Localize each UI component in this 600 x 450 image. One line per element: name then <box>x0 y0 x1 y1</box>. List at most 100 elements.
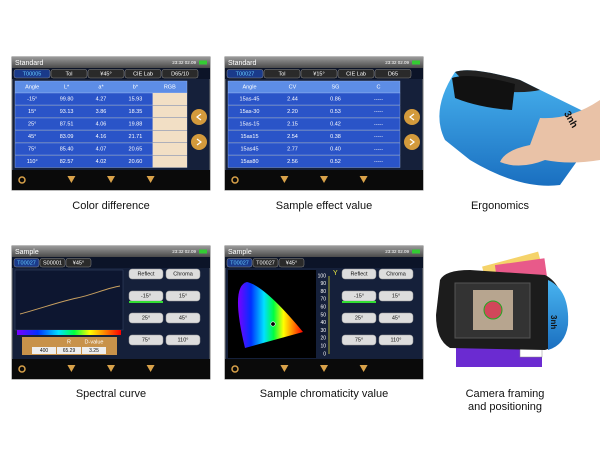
angle-button[interactable] <box>165 290 201 302</box>
angle-button[interactable] <box>165 268 201 280</box>
table-cell: 0.86 <box>330 96 341 102</box>
angle-button[interactable] <box>378 334 414 346</box>
scroll-icon <box>409 113 415 121</box>
table-cell: -15° <box>27 96 37 102</box>
readout-value: 400 <box>40 348 49 354</box>
table-cell: ----- <box>374 96 383 102</box>
button-label: 25° <box>355 315 363 321</box>
angle-button[interactable] <box>378 268 414 280</box>
screen-title: Sample <box>228 249 252 256</box>
tab[interactable] <box>226 258 253 268</box>
scroll-button[interactable] <box>404 109 420 125</box>
table-cell: 0.42 <box>330 121 341 127</box>
column-header: C <box>377 84 381 90</box>
table-cell: 15.93 <box>129 96 143 102</box>
angle-button[interactable] <box>128 268 164 280</box>
angle-button[interactable] <box>165 334 201 346</box>
table-cell: 93.13 <box>60 109 74 115</box>
tab[interactable] <box>278 258 305 268</box>
y-tick-label: 40 <box>320 320 326 326</box>
scroll-button[interactable] <box>191 109 207 125</box>
tab[interactable] <box>337 69 375 79</box>
tab[interactable] <box>13 69 51 79</box>
nav-icon <box>146 365 155 372</box>
scroll-icon <box>409 138 415 146</box>
button-label: 15° <box>179 293 187 299</box>
caption: and positioning <box>468 401 542 413</box>
tab-label: CIE Lab <box>133 71 153 77</box>
tab[interactable] <box>50 69 88 79</box>
tab[interactable] <box>252 258 279 268</box>
button-label: -15° <box>141 293 151 299</box>
readout-value: 3.25 <box>89 348 99 354</box>
nav-icon <box>280 176 289 183</box>
y-tick-label: 20 <box>320 336 326 342</box>
y-tick-label: 10 <box>320 344 326 350</box>
button-label: 75° <box>355 337 363 343</box>
y-tick-label: 60 <box>320 305 326 311</box>
axis-name: Y <box>333 270 338 277</box>
title-bar <box>225 246 423 257</box>
angle-button[interactable] <box>341 312 377 324</box>
tab-bar <box>225 257 423 268</box>
tab-label: D65/10 <box>171 71 189 77</box>
table-cell: 4.07 <box>96 146 107 152</box>
tab[interactable] <box>65 258 92 268</box>
table-cell: 0.52 <box>330 159 341 165</box>
table-cell: 4.27 <box>96 96 107 102</box>
readout-cell <box>32 347 56 354</box>
battery <box>412 60 420 65</box>
readout-cell <box>82 347 106 354</box>
angle-button[interactable] <box>341 334 377 346</box>
tab[interactable] <box>39 258 66 268</box>
table-row <box>227 130 401 143</box>
color-swatch <box>152 93 187 105</box>
readout-label: D-value <box>85 339 104 345</box>
column-header: b* <box>133 84 139 90</box>
tab[interactable] <box>263 69 301 79</box>
tab[interactable] <box>13 258 40 268</box>
table-cell: 0.53 <box>330 109 341 115</box>
clock: 23:32 02.09 <box>385 60 409 65</box>
tab[interactable] <box>87 69 125 79</box>
table-cell: 4.16 <box>96 134 107 140</box>
table-cell: 83.09 <box>60 134 74 140</box>
angle-button[interactable] <box>378 290 414 302</box>
tab-label: T00005 <box>23 71 42 77</box>
table-cell: 18.35 <box>129 109 143 115</box>
scroll-button[interactable] <box>404 134 420 150</box>
table-cell: 20.60 <box>129 159 143 165</box>
tab[interactable] <box>124 69 162 79</box>
nav-icon <box>146 176 155 183</box>
y-tick-label: 80 <box>320 289 326 295</box>
nav-icon <box>18 365 26 373</box>
y-tick-label: 70 <box>320 297 326 303</box>
battery <box>199 249 207 254</box>
y-tick-label: 0 <box>323 351 326 357</box>
tab[interactable] <box>374 69 412 79</box>
tab[interactable] <box>300 69 338 79</box>
y-tick-label: 90 <box>320 281 326 287</box>
scroll-button[interactable] <box>191 134 207 150</box>
caption: Color difference <box>72 200 149 212</box>
tab-label: T00027 <box>17 260 36 266</box>
angle-button[interactable] <box>128 334 164 346</box>
nav-icon <box>359 176 368 183</box>
tab[interactable] <box>161 69 199 79</box>
tab[interactable] <box>226 69 264 79</box>
angle-button[interactable] <box>378 312 414 324</box>
angle-button[interactable] <box>128 312 164 324</box>
table-cell: 15as15 <box>240 134 258 140</box>
angle-button[interactable] <box>165 312 201 324</box>
table-row <box>227 92 401 106</box>
caption: Ergonomics <box>471 200 530 212</box>
table-cell: 15° <box>28 109 36 115</box>
table-cell: 2.15 <box>287 121 298 127</box>
angle-button[interactable] <box>341 268 377 280</box>
table-cell: 85.40 <box>60 146 74 152</box>
device-photo: 3nh <box>439 70 600 186</box>
table-cell: 2.20 <box>287 109 298 115</box>
tab-label: Tol <box>65 71 72 77</box>
column-header: Angle <box>25 84 39 90</box>
